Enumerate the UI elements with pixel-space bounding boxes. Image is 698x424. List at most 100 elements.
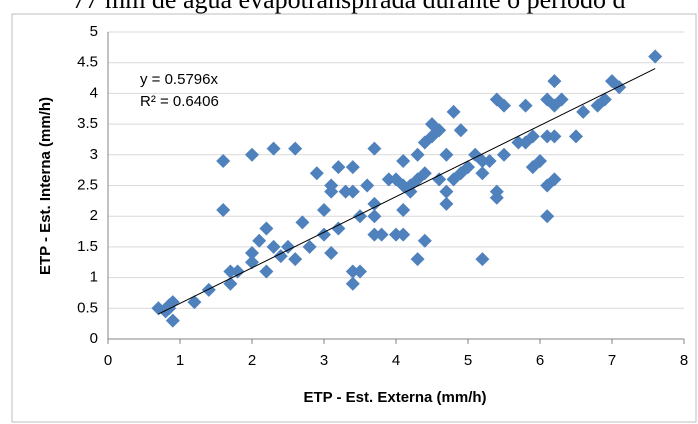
- data-point: [324, 246, 339, 261]
- x-tick-label: 0: [104, 352, 112, 369]
- data-point: [511, 135, 526, 150]
- trendline: [158, 68, 656, 315]
- data-point: [547, 172, 562, 187]
- data-point: [396, 203, 411, 218]
- data-point: [417, 166, 432, 181]
- y-tick-label: 0.5: [77, 299, 98, 316]
- data-point: [461, 160, 475, 175]
- data-point: [381, 172, 396, 187]
- data-point: [266, 239, 281, 254]
- y-tick-label: 2: [90, 207, 98, 224]
- data-point: [245, 246, 259, 261]
- data-point: [540, 209, 555, 224]
- data-point: [295, 215, 310, 230]
- chart-frame: [11, 13, 697, 423]
- y-tick-label: 2.5: [77, 176, 98, 193]
- x-tick-label: 4: [392, 352, 400, 369]
- data-point: [338, 184, 353, 199]
- data-point: [353, 264, 367, 279]
- data-point: [475, 166, 490, 181]
- data-point: [216, 203, 231, 218]
- data-point: [489, 190, 504, 205]
- data-point: [576, 104, 591, 119]
- data-point: [331, 221, 346, 236]
- data-point: [475, 153, 490, 168]
- data-point: [201, 282, 216, 297]
- data-point: [331, 160, 346, 175]
- y-tick-label: 0: [90, 330, 98, 347]
- y-axis-label: ETP - Est. Interna (mm/h): [37, 97, 54, 275]
- data-point: [317, 227, 331, 242]
- data-point: [439, 196, 454, 211]
- data-point: [288, 141, 303, 156]
- data-point: [439, 184, 454, 199]
- data-point: [324, 184, 339, 199]
- header-text: 77 mm de água evapotranspirada durante o…: [72, 0, 625, 14]
- data-point: [569, 129, 583, 144]
- data-point: [367, 227, 382, 242]
- data-point: [273, 249, 288, 264]
- data-point: [482, 153, 497, 168]
- data-point: [540, 129, 555, 144]
- data-point: [612, 80, 627, 95]
- data-point: [360, 178, 375, 193]
- data-point: [345, 276, 360, 291]
- x-tick-label: 8: [680, 352, 688, 369]
- data-point: [266, 141, 281, 156]
- data-point: [648, 49, 663, 64]
- data-point: [259, 221, 274, 236]
- data-point: [281, 239, 295, 254]
- data-point: [453, 123, 468, 138]
- data-point: [417, 233, 432, 248]
- data-point: [475, 252, 490, 267]
- x-axis-label: ETP - Est. Externa (mm/h): [303, 389, 486, 406]
- trendline-equation: y = 0.5796x: [140, 71, 218, 88]
- data-point: [425, 117, 439, 132]
- data-point: [410, 147, 425, 162]
- data-point: [309, 166, 324, 181]
- data-point: [547, 74, 562, 89]
- data-point: [525, 129, 540, 144]
- data-point: [216, 153, 231, 168]
- x-tick-label: 5: [464, 352, 472, 369]
- trendline-r2: R² = 0.6406: [140, 93, 219, 110]
- x-tick-label: 7: [608, 352, 616, 369]
- data-point: [446, 104, 461, 119]
- x-tick-label: 2: [248, 352, 256, 369]
- data-point: [410, 252, 425, 267]
- y-tick-label: 4.5: [77, 54, 98, 71]
- x-tick-label: 1: [176, 352, 184, 369]
- data-point: [439, 147, 454, 162]
- data-point: [547, 129, 562, 144]
- data-point: [367, 209, 382, 224]
- data-point: [165, 313, 180, 328]
- data-point: [353, 209, 367, 224]
- data-point: [259, 264, 274, 279]
- data-point: [288, 252, 303, 267]
- data-point: [367, 196, 382, 211]
- y-tick-label: 4: [90, 84, 98, 101]
- data-point: [230, 264, 245, 279]
- data-point: [533, 153, 547, 168]
- data-point: [518, 98, 533, 113]
- data-point: [396, 153, 411, 168]
- data-point: [497, 98, 511, 113]
- data-point: [554, 92, 569, 107]
- data-point: [432, 172, 447, 187]
- data-point: [317, 203, 331, 218]
- data-point: [187, 295, 202, 310]
- data-point: [396, 227, 411, 242]
- data-point: [432, 123, 447, 138]
- x-tick-label: 3: [320, 352, 328, 369]
- data-point: [374, 227, 389, 242]
- data-point: [367, 141, 382, 156]
- data-point: [345, 160, 360, 175]
- data-point: [597, 92, 612, 107]
- data-point: [245, 255, 259, 270]
- y-tick-label: 1.5: [77, 238, 98, 255]
- data-point: [497, 147, 511, 162]
- data-point: [302, 239, 317, 254]
- y-tick-label: 5: [90, 23, 98, 40]
- data-point: [252, 233, 267, 248]
